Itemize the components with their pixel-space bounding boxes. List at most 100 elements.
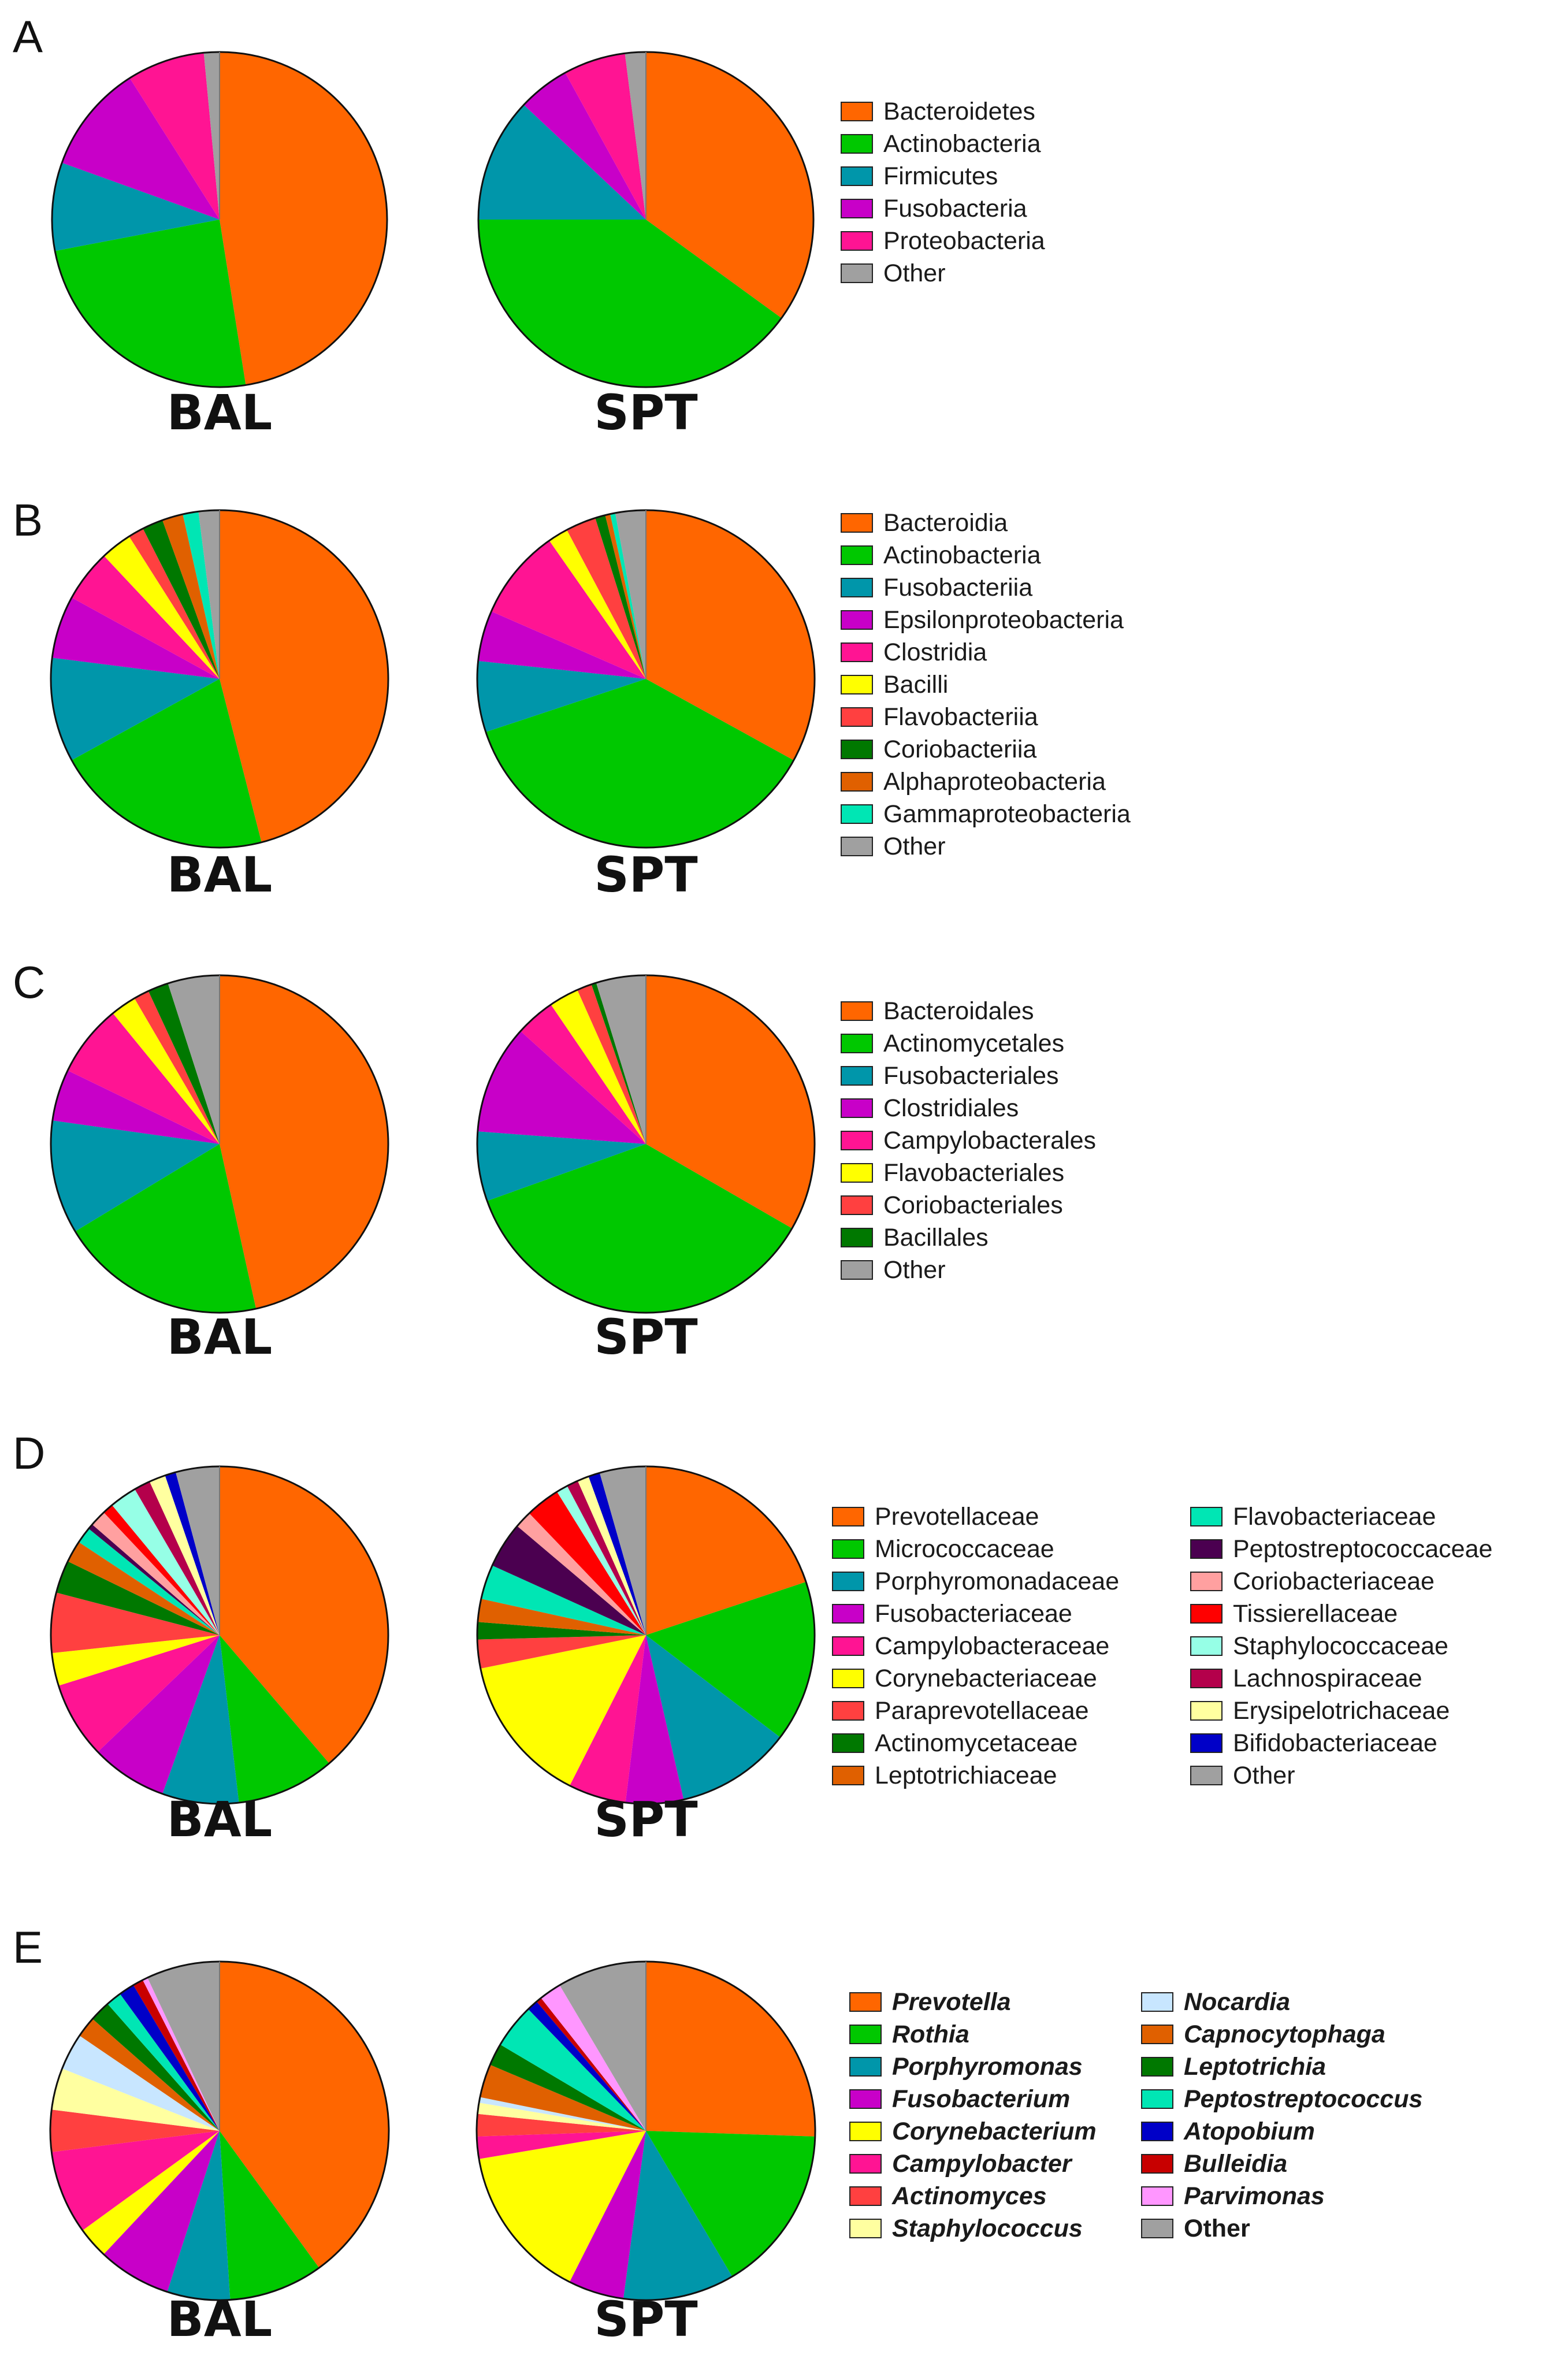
slice-bacteroidales — [220, 975, 388, 1309]
slice-proteobacteria — [129, 53, 220, 220]
slice-corynebacteriaceae — [480, 1635, 646, 1786]
legend-swatch — [841, 1131, 873, 1150]
slice-campylobacteraceae — [570, 1635, 646, 1803]
slice-alphaproteobacteria — [605, 514, 646, 679]
slice-other — [615, 510, 646, 679]
legend-swatch — [1190, 1766, 1223, 1785]
legend-label: Other — [883, 833, 946, 860]
legend-swatch — [832, 1766, 864, 1785]
slice-erysipelotrichaceae — [577, 1476, 646, 1635]
legend-label: Epsilonproteobacteria — [883, 606, 1124, 634]
slice-firmicutes — [478, 105, 646, 220]
legend-label: Actinobacteria — [883, 541, 1041, 569]
slice-peptostreptococcus — [500, 2009, 646, 2131]
slice-fusobacteriales — [477, 1131, 646, 1201]
slice-epsilonproteobacteria — [478, 611, 646, 679]
slice-flavobacteriaceae — [79, 1528, 220, 1635]
legend-label: Flavobacteriia — [883, 703, 1038, 731]
slice-flavobacteriia — [129, 528, 220, 679]
legend-label: Rothia — [892, 2020, 969, 2048]
legend-swatch — [849, 2089, 882, 2109]
legend-swatch — [841, 231, 873, 251]
slice-bacteroidia — [646, 510, 815, 760]
legend-label: Porphyromonas — [892, 2053, 1083, 2081]
legend-label: Peptostreptococcus — [1184, 2085, 1423, 2113]
pie-spt — [475, 1960, 816, 2301]
legend-swatch — [1190, 1701, 1223, 1721]
legend-swatch — [1141, 2089, 1173, 2109]
legend-label: Other — [1184, 2215, 1250, 2242]
slice-leptotrichia — [92, 2004, 220, 2131]
slice-tissierellaceae — [529, 1491, 646, 1635]
legend-swatch — [841, 740, 873, 759]
legend-swatch — [841, 804, 873, 824]
legend-swatch — [841, 199, 873, 218]
slice-porphyromonadaceae — [162, 1635, 239, 1804]
slice-porphyromonas — [623, 2131, 733, 2300]
slice-prevotella — [220, 1962, 389, 2268]
legend-label: Firmicutes — [883, 162, 998, 190]
slice-lachnospiraceae — [135, 1481, 220, 1635]
slice-actinomycetales — [75, 1144, 257, 1313]
legend-label: Actinobacteria — [883, 130, 1041, 158]
slice-staphylococcaceae — [112, 1489, 220, 1635]
slice-peptostreptococcaceae — [88, 1524, 220, 1635]
legend-swatch — [841, 263, 873, 283]
legend-label: Prevotella — [892, 1988, 1011, 2016]
slice-bacteroidetes — [220, 52, 388, 385]
panel-letter: B — [13, 495, 43, 545]
slice-epsilonproteobacteria — [52, 597, 220, 679]
legend-label: Campylobacteraceae — [875, 1632, 1110, 1660]
legend-swatch — [832, 1701, 864, 1721]
legend-swatch — [832, 1636, 864, 1656]
slice-clostridia — [72, 556, 220, 679]
pie-spt — [476, 1465, 816, 1805]
panel-letter: D — [13, 1428, 46, 1479]
legend-label: Fusobacterium — [892, 2085, 1071, 2113]
legend-swatch — [841, 642, 873, 662]
slice-campylobacter — [51, 2131, 220, 2231]
legend-label: Bacteroidia — [883, 509, 1008, 537]
pie-spt — [477, 51, 815, 388]
pie-label-bal: BAL — [166, 1791, 273, 1848]
slice-flavobacteriales — [113, 998, 220, 1144]
legend-label: Bifidobacteriaceae — [1233, 1729, 1437, 1757]
slice-bifidobacteriaceae — [588, 1473, 646, 1635]
legend-swatch — [832, 1733, 864, 1753]
slice-other — [596, 975, 646, 1144]
legend-label: Fusobacteria — [883, 195, 1027, 222]
slice-campylobacter — [477, 2131, 646, 2159]
legend-swatch — [1141, 2154, 1173, 2174]
slice-atopobium — [120, 1985, 220, 2131]
legend-label: Staphylococcaceae — [1233, 1632, 1448, 1660]
slice-actinobacteria — [55, 220, 246, 387]
pie-label-spt: SPT — [594, 1309, 698, 1365]
slice-other — [147, 1962, 220, 2131]
slice-micrococcaceae — [220, 1635, 329, 1803]
legend-label: Peptostreptococcaceae — [1233, 1535, 1493, 1563]
legend-label: Bacilli — [883, 671, 949, 699]
slice-bacteroidia — [220, 510, 388, 842]
slice-staphylococcus — [477, 2103, 646, 2131]
legend-swatch — [849, 2025, 882, 2044]
legend-swatch — [841, 134, 873, 154]
panel-letter: E — [13, 1922, 43, 1973]
legend-swatch — [1190, 1669, 1223, 1688]
slice-leptotrichiaceae — [477, 1599, 646, 1635]
slice-paraprevotellaceae — [51, 1592, 220, 1654]
legend-swatch — [1141, 1992, 1173, 2012]
legend-label: Nocardia — [1184, 1988, 1291, 2016]
slice-gammaproteobacteria — [183, 511, 220, 679]
legend-label: Parvimonas — [1184, 2182, 1325, 2210]
slice-fusobacteriaceae — [625, 1635, 684, 1804]
slice-tissierellaceae — [103, 1505, 220, 1635]
slice-lachnospiraceae — [567, 1480, 646, 1635]
legend-swatch — [832, 1604, 864, 1624]
legend-label: Gammaproteobacteria — [883, 800, 1131, 828]
pie-spt — [476, 509, 816, 849]
slice-prevotella — [646, 1962, 815, 2137]
legend-swatch — [841, 1066, 873, 1086]
slice-coriobacteriaceae — [92, 1512, 220, 1635]
slice-fusobacteriales — [50, 1120, 220, 1232]
slice-campylobacteraceae — [58, 1635, 220, 1752]
